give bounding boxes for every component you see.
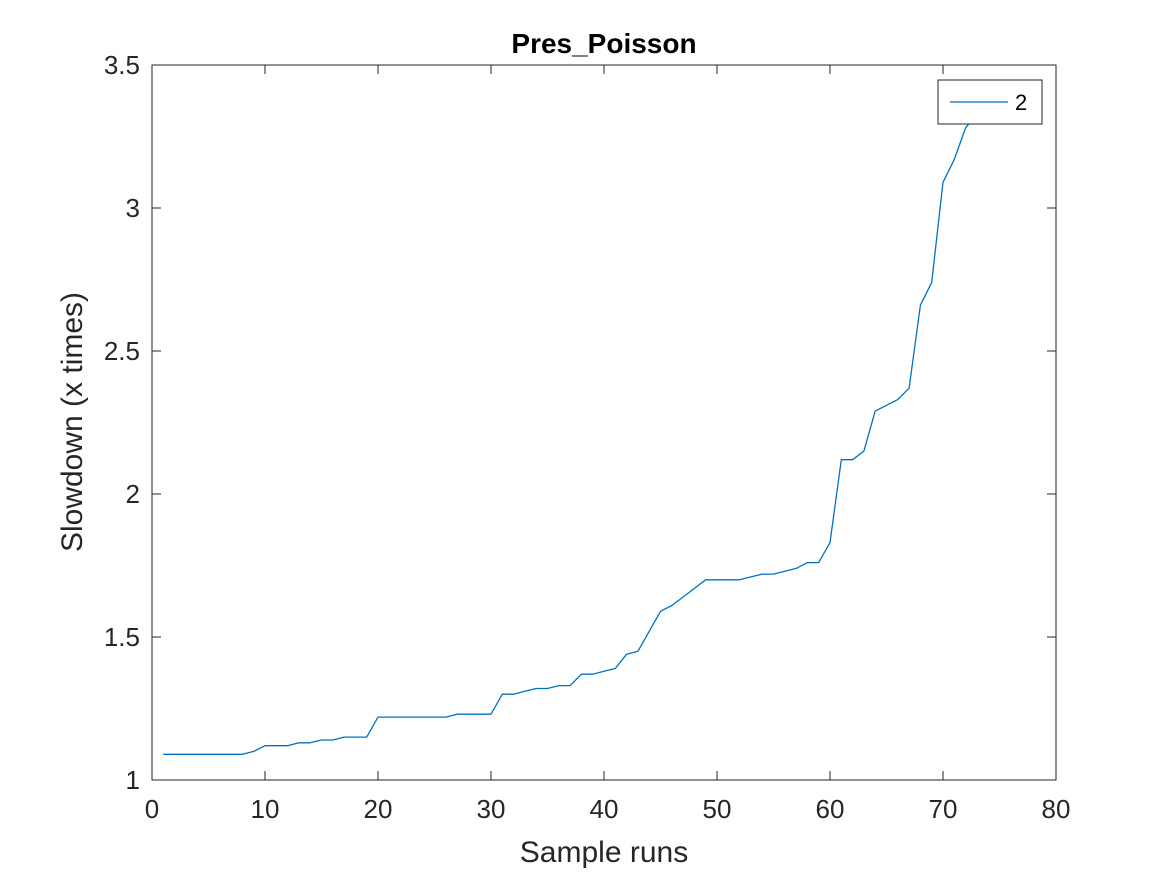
x-tick-label: 50 bbox=[703, 794, 732, 824]
chart-title: Pres_Poisson bbox=[511, 28, 696, 59]
y-tick-label: 2 bbox=[126, 479, 140, 509]
x-tick-label: 70 bbox=[929, 794, 958, 824]
plot-area: 0 10 20 30 40 50 60 70 80 1 1.5 2 2.5 3 3.5 bbox=[104, 50, 1071, 824]
y-tick-label: 3.5 bbox=[104, 50, 140, 80]
x-tick-label: 10 bbox=[251, 794, 280, 824]
x-tick-label: 40 bbox=[590, 794, 619, 824]
x-tick-label: 30 bbox=[477, 794, 506, 824]
y-axis: 1 1.5 2 2.5 3 3.5 bbox=[104, 50, 1056, 795]
legend-label: 2 bbox=[1015, 90, 1027, 115]
axes-box bbox=[151, 64, 1057, 781]
y-axis-label: Slowdown (x times) bbox=[56, 292, 89, 552]
x-axis-label: Sample runs bbox=[520, 836, 688, 869]
y-tick-label: 1 bbox=[126, 765, 140, 795]
x-tick-label: 60 bbox=[816, 794, 845, 824]
y-tick-label: 3 bbox=[126, 193, 140, 223]
x-tick-label: 20 bbox=[364, 794, 393, 824]
x-tick-label: 80 bbox=[1042, 794, 1071, 824]
y-tick-label: 2.5 bbox=[104, 336, 140, 366]
legend: 2 bbox=[937, 79, 1043, 125]
x-axis: 0 10 20 30 40 50 60 70 80 bbox=[145, 65, 1071, 824]
series-line-2 bbox=[163, 113, 978, 755]
y-tick-label: 1.5 bbox=[104, 622, 140, 652]
x-tick-label: 0 bbox=[145, 794, 159, 824]
series-layer bbox=[163, 113, 978, 755]
